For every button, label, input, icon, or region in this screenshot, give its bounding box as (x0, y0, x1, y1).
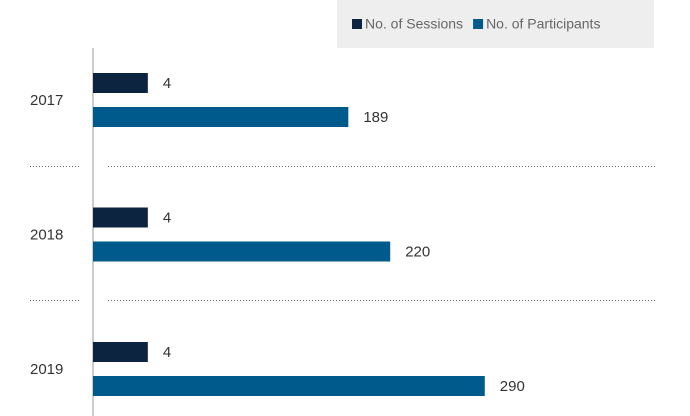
value-label: 220 (405, 243, 430, 260)
legend: No. of Sessions No. of Participants (352, 16, 600, 32)
legend-swatch (352, 19, 362, 29)
value-label: 189 (363, 109, 388, 126)
bar (93, 376, 485, 396)
value-label: 4 (163, 209, 171, 226)
y-tick-label: 2018 (30, 226, 63, 243)
bar (93, 241, 391, 262)
bar (93, 342, 148, 362)
value-label: 4 (163, 75, 171, 92)
y-tick-label: 2017 (30, 92, 63, 109)
value-label: 4 (163, 344, 171, 361)
value-label: 290 (500, 378, 525, 395)
bar (93, 207, 148, 228)
legend-swatch (473, 19, 484, 29)
legend-label: No. of Sessions (365, 16, 463, 32)
bar (93, 73, 148, 93)
y-tick-label: 2019 (30, 361, 63, 378)
legend-box (337, 0, 654, 48)
bar (93, 107, 349, 127)
legend-label: No. of Participants (486, 16, 600, 32)
